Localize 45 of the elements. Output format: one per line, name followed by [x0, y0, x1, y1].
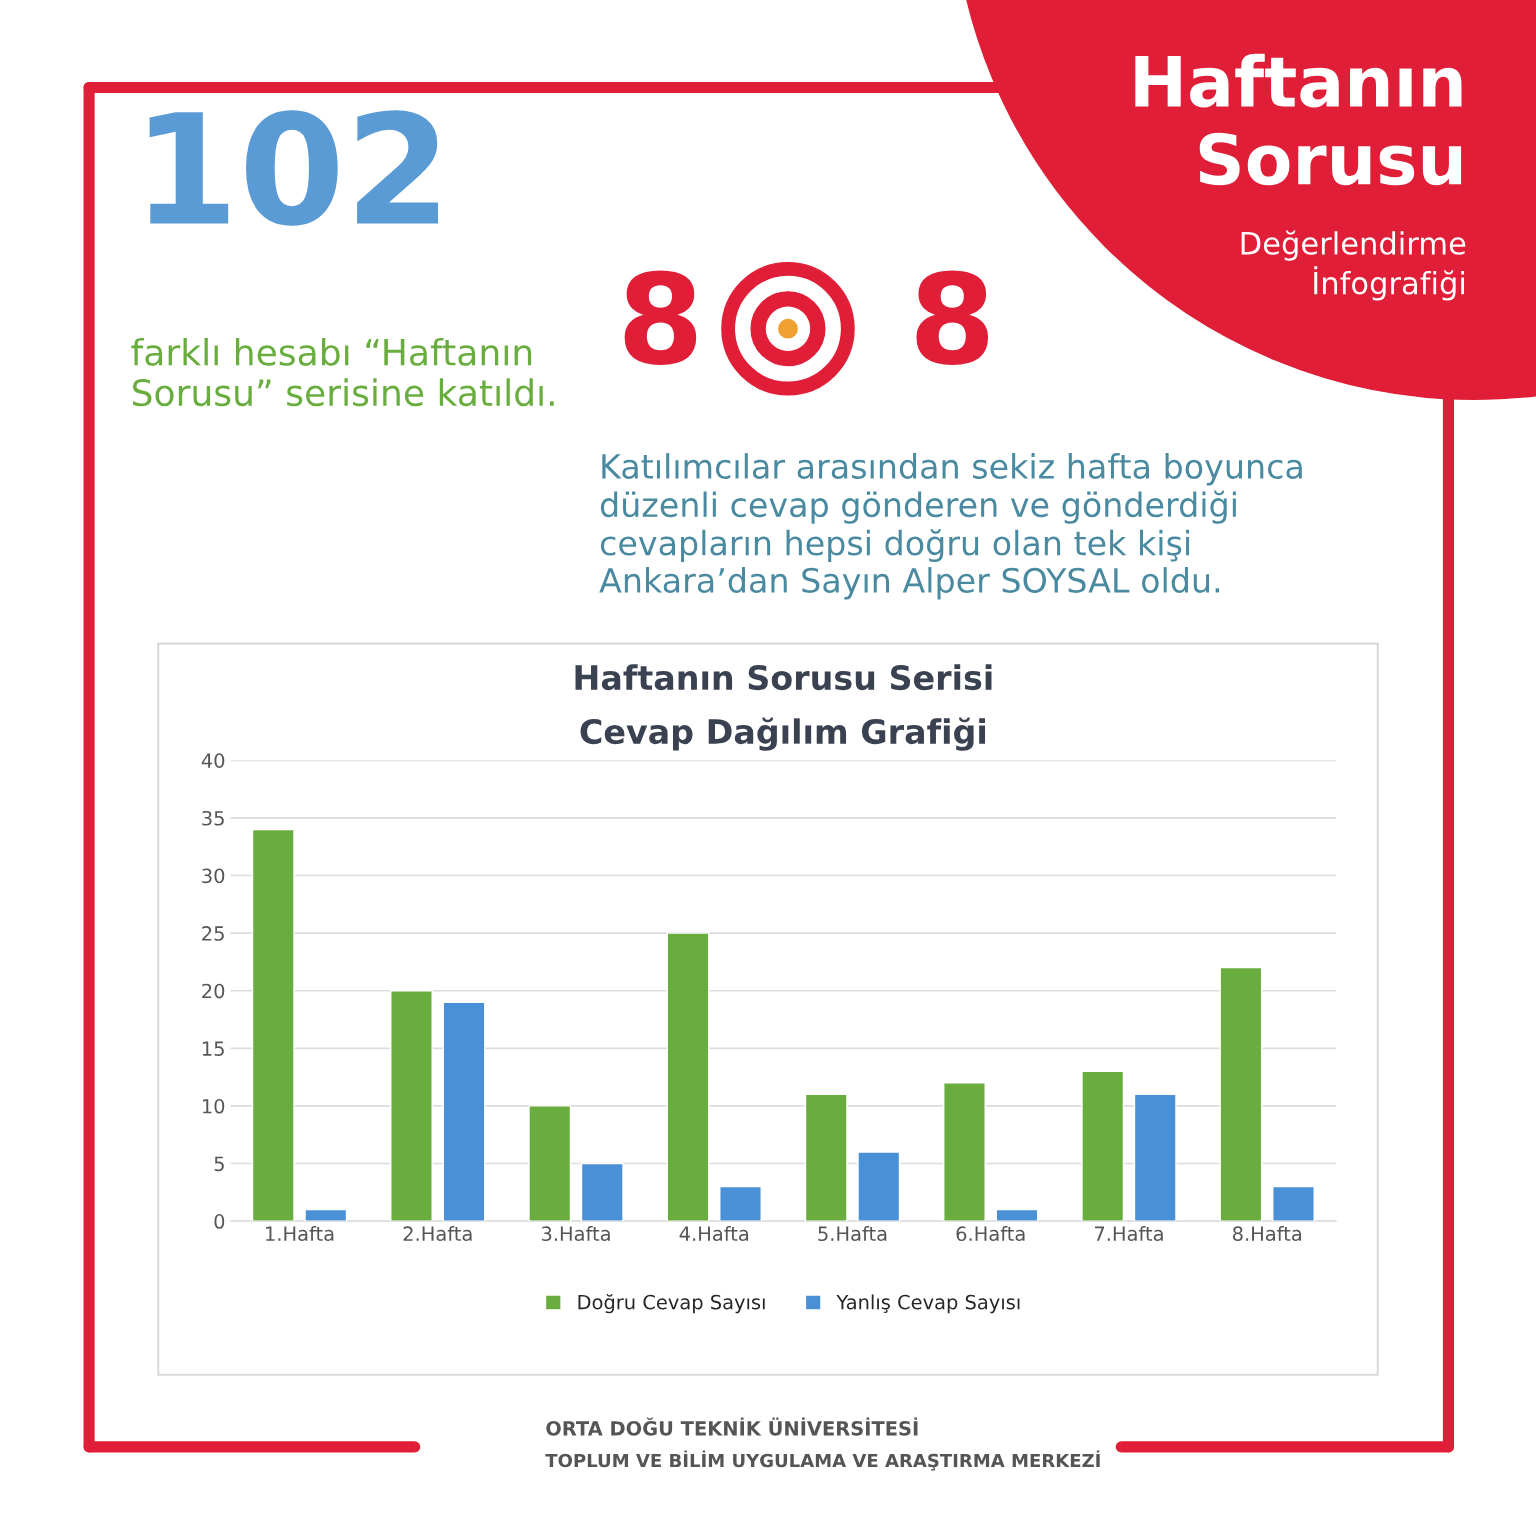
bar: [442, 1001, 486, 1222]
bar: [1133, 1093, 1177, 1222]
chart-title: Haftanın Sorusu Serisi Cevap Dağılım Grafiği: [575, 664, 992, 751]
y-tick-label: 0: [214, 1214, 225, 1229]
y-tick-label: 15: [202, 1041, 224, 1056]
text: Değerlendirme İnfografiği: [1241, 230, 1466, 301]
bar: [1081, 1070, 1125, 1222]
x-tick-label: 2.Hafta: [403, 1225, 472, 1242]
bar: [995, 1208, 1039, 1222]
bar: [251, 828, 295, 1222]
x-tick-label: 6.Hafta: [956, 1225, 1025, 1242]
bar: [1219, 966, 1263, 1222]
x-tick-label: 1.Hafta: [266, 1225, 334, 1242]
bar: [719, 1185, 762, 1222]
bar: [943, 1082, 986, 1222]
y-tick-label: 25: [202, 926, 224, 941]
y-tick-label: 40: [201, 753, 225, 768]
bar: [580, 1162, 624, 1222]
legend-label: Doğru Cevap Sayısı: [578, 1293, 765, 1314]
x-tick-label: 4.Hafta: [679, 1225, 749, 1242]
text: ORTA DOĞU TEKNİK ÜNİVERSİTESİ: [546, 1417, 918, 1436]
x-tick-label: 8.Hafta: [1232, 1225, 1301, 1242]
text: 102: [149, 110, 439, 226]
y-tick-label: 30: [202, 868, 225, 884]
bar: [528, 1105, 572, 1222]
x-tick-label: 7.Hafta: [1094, 1225, 1163, 1242]
bar: [666, 932, 710, 1222]
text: 8: [916, 270, 989, 365]
text: TOPLUM VE BİLİM UYGULAMA VE ARAŞTIRMA MERKEZİ: [545, 1450, 1100, 1471]
y-tick-label: 20: [202, 983, 225, 999]
text: Katılımcılar arasından sekiz hafta boyunca düzenli cevap gönderen ve gönderdiği cevapların hepsi doğru olan tek kişi Ankara’dan Sayın Alper SOYSAL oldu.: [599, 453, 1302, 600]
y-tick-label: 10: [202, 1098, 225, 1114]
bar: [304, 1208, 348, 1222]
y-tick-label: 5: [214, 1156, 224, 1172]
text: farklı hesabı “Haftanın Sorusu” serisine katıldı.: [131, 337, 554, 407]
legend-label: Yanlış Cevap Sayısı: [836, 1294, 1020, 1314]
x-tick-label: 3.Hafta: [541, 1225, 610, 1242]
bar: [390, 990, 433, 1222]
bar: [804, 1093, 848, 1222]
y-tick-label: 35: [202, 810, 224, 826]
x-tick-label: 5.Hafta: [818, 1225, 887, 1242]
bar: [857, 1151, 901, 1222]
text: 8: [624, 270, 697, 365]
bar: [1272, 1185, 1315, 1222]
text: Haftanın Sorusu: [1135, 53, 1462, 186]
